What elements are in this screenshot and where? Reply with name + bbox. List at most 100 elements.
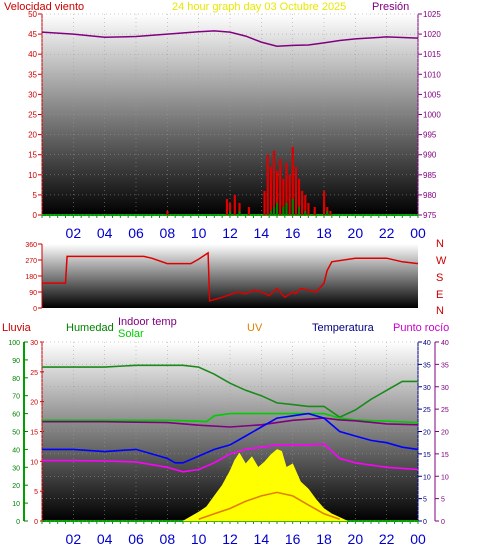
wind-speed-bar [266, 154, 269, 215]
humidity-axis-ticks: 0 10 20 30 40 50 60 70 80 90 100 [8, 340, 28, 526]
wind-tick-label: 15 [28, 151, 37, 160]
time-tick-label: 02 [66, 531, 82, 547]
pressure-tick-label: 980 [423, 191, 437, 200]
wind-gust-bar [229, 210, 232, 215]
direction-tick-label: 270 [25, 258, 37, 265]
time-tick-label: 18 [316, 531, 332, 547]
wind-speed-bar [233, 194, 236, 215]
temperature-tick-label: 0 [423, 519, 427, 526]
wind-speed-bar [291, 146, 294, 215]
dew-tick-label: 10 [441, 474, 449, 481]
wind-gust-bar [269, 210, 272, 215]
time-tick-label: 20 [348, 531, 364, 547]
temperature-line [42, 412, 419, 464]
indoor-temp-label: Indoor temp [118, 316, 177, 328]
rain-tick-label: 20 [30, 400, 38, 407]
time-tick-label: 16 [285, 531, 301, 547]
time-tick-label: 02 [66, 225, 82, 241]
pressure-tick-label: 975 [423, 211, 437, 220]
wind-tick-label: 0 [33, 211, 38, 220]
wind-speed-bar [229, 202, 232, 215]
wind-gust-bar [291, 198, 294, 215]
direction-tick-label: 0 [33, 306, 37, 313]
wind-speed-bar [307, 202, 310, 215]
wind-speed-bar [304, 194, 307, 215]
temperature-tick-label: 35 [423, 362, 431, 369]
graph-title: 24 hour graph day 03 Octubre 2025 [172, 1, 346, 13]
time-tick-label: 18 [316, 225, 332, 241]
pressure-label: Presión [372, 1, 409, 13]
time-tick-label: 04 [97, 531, 113, 547]
dew-tick-label: 25 [441, 407, 449, 414]
dew-tick-label: 40 [441, 340, 449, 347]
wind-tick-label: 30 [28, 90, 37, 99]
dew-axis-ticks: 0 5 10 15 20 25 30 35 40 [435, 340, 449, 526]
wind-gust-bar [282, 206, 285, 215]
pressure-tick-label: 1015 [423, 50, 441, 59]
wind-speed-bar [288, 174, 291, 215]
wind-speed-bar [313, 206, 316, 215]
wind-axis-ticks: 0 5 10 15 20 25 30 35 40 45 50 [28, 10, 42, 220]
wind-speed-bar [238, 202, 241, 215]
humidity-label: Humedad [66, 322, 114, 334]
dew-tick-label: 5 [441, 497, 445, 504]
pressure-tick-label: 985 [423, 171, 437, 180]
rain-tick-label: 30 [30, 340, 38, 347]
wind-speed-bar [247, 206, 250, 215]
dew-tick-label: 30 [441, 385, 449, 392]
wind-speed-bar [297, 178, 301, 215]
pressure-tick-label: 990 [423, 151, 437, 160]
wind-gust-bar [276, 202, 279, 215]
wind-pressure-series [41, 30, 419, 215]
wind-speed-bar [279, 158, 282, 215]
wind-speed-bar [225, 198, 229, 215]
pressure-line [41, 30, 419, 47]
wind-tick-label: 25 [28, 111, 37, 120]
time-tick-label: 22 [379, 225, 395, 241]
wind-gust-bar [238, 210, 241, 215]
temperature-axis-ticks: 0 5 10 15 20 25 30 35 40 [418, 340, 431, 526]
compass-label: N [436, 238, 444, 250]
compass-label: N [436, 305, 444, 317]
wind-speed-bar [272, 150, 276, 215]
humidity-line [42, 364, 418, 419]
compass-label: E [436, 289, 443, 301]
temperature-tick-label: 5 [423, 497, 427, 504]
time-tick-label: 10 [191, 225, 207, 241]
humidity-tick-label: 30 [12, 465, 20, 472]
wind-tick-label: 45 [28, 30, 37, 39]
time-tick-label: 12 [222, 531, 238, 547]
time-tick-label: 14 [254, 531, 270, 547]
wind-tick-label: 10 [28, 171, 37, 180]
wind-gust-bar [285, 202, 288, 215]
rain-tick-label: 10 [30, 459, 38, 466]
rain-label: Lluvia [2, 322, 32, 334]
wind-gust-bar [297, 206, 301, 215]
wind-speed-bar [263, 190, 266, 215]
time-tick-label: 08 [160, 531, 176, 547]
pressure-tick-label: 1020 [423, 30, 441, 39]
wind-tick-label: 40 [28, 50, 37, 59]
temperature-tick-label: 40 [423, 340, 431, 347]
wind-gust-bar [326, 210, 329, 215]
direction-tick-label: 90 [29, 290, 37, 297]
pressure-tick-label: 1000 [423, 111, 441, 120]
indoor-temp-line [42, 412, 419, 424]
humidity-tick-label: 20 [12, 483, 20, 490]
dew-tick-label: 0 [441, 519, 445, 526]
humidity-tick-label: 0 [16, 519, 20, 526]
wind-tick-label: 35 [28, 70, 37, 79]
rain-tick-label: 0 [34, 519, 38, 526]
pressure-tick-label: 1010 [423, 70, 441, 79]
wind-speed-bar [166, 210, 169, 215]
time-tick-label: 00 [410, 225, 426, 241]
wind-tick-label: 20 [28, 131, 37, 140]
direction-tick-label: 180 [25, 274, 37, 281]
temperature-tick-label: 10 [423, 474, 431, 481]
temperature-tick-label: 20 [423, 430, 431, 437]
time-tick-label: 10 [191, 531, 207, 547]
wind-direction-plot-bg [42, 244, 418, 308]
temperature-series [42, 364, 419, 522]
